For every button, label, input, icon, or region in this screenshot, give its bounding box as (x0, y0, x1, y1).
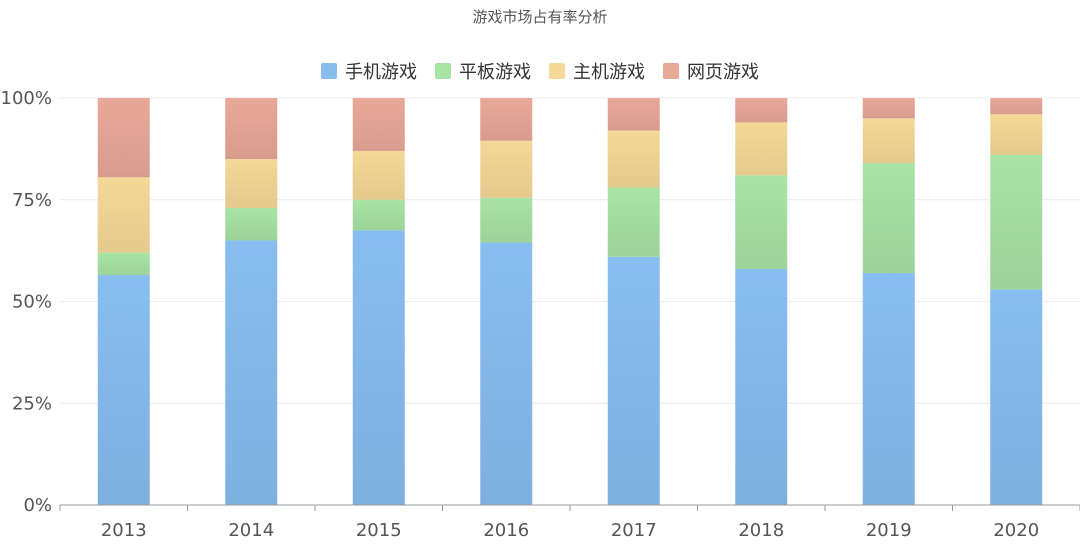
legend-label: 手机游戏 (345, 62, 417, 83)
x-tick-label: 2017 (611, 520, 657, 541)
bar-segment-2013-2 (97, 177, 150, 253)
y-tick-label: 75% (12, 190, 52, 211)
y-tick-label: 25% (12, 393, 52, 414)
legend-label: 平板游戏 (459, 62, 531, 83)
bar-segment-2017-3 (607, 98, 660, 131)
legend-item[interactable]: 主机游戏 (549, 58, 645, 84)
bar-segment-2015-0 (352, 230, 405, 505)
bar-segment-2015-2 (352, 150, 405, 200)
legend-item[interactable]: 平板游戏 (435, 58, 531, 84)
bar-segment-2014-3 (225, 98, 278, 160)
chart-title: 游戏市场占有率分析 (472, 8, 608, 26)
bar-segment-2018-0 (735, 268, 788, 505)
legend-item[interactable]: 网页游戏 (663, 58, 759, 84)
legend-swatch (321, 63, 337, 79)
x-tick-label: 2019 (866, 520, 912, 541)
legend-swatch (663, 63, 679, 79)
bar-segment-2017-1 (607, 187, 660, 257)
legend-label: 网页游戏 (687, 62, 759, 83)
bar-segment-2018-1 (735, 175, 788, 269)
bar-segment-2013-3 (97, 98, 150, 178)
bar-segment-2019-1 (862, 163, 915, 274)
bar-segment-2014-0 (225, 240, 278, 505)
legend-item[interactable]: 手机游戏 (321, 58, 417, 84)
bar-segment-2019-0 (862, 273, 915, 505)
y-tick-label: 0% (23, 495, 52, 516)
bar-segment-2015-1 (352, 199, 405, 231)
bar-segment-2017-0 (607, 256, 660, 505)
x-tick-label: 2014 (228, 520, 274, 541)
x-tick-label: 2020 (993, 520, 1039, 541)
bar-segment-2020-3 (990, 98, 1043, 115)
bar-segment-2016-1 (480, 197, 533, 243)
bar-segment-2020-1 (990, 154, 1043, 290)
x-tick-label: 2016 (483, 520, 529, 541)
bar-segment-2017-2 (607, 130, 660, 188)
bar-segment-2019-3 (862, 98, 915, 119)
x-tick-label: 2015 (356, 520, 402, 541)
y-tick-label: 50% (12, 292, 52, 313)
bar-segment-2016-0 (480, 242, 533, 506)
bar-segment-2014-1 (225, 207, 278, 241)
bar-segment-2014-2 (225, 159, 278, 208)
legend-swatch (549, 63, 565, 79)
x-tick-label: 2018 (738, 520, 784, 541)
bar-segment-2016-3 (480, 98, 533, 141)
bar-segment-2018-3 (735, 98, 788, 123)
legend-swatch (435, 63, 451, 79)
bar-segment-2018-2 (735, 122, 788, 176)
bar-segment-2020-2 (990, 114, 1043, 155)
y-tick-label: 100% (1, 88, 52, 109)
bar-segment-2020-0 (990, 289, 1043, 505)
bar-segment-2016-2 (480, 140, 533, 198)
bar-segment-2013-0 (97, 275, 150, 505)
legend: 手机游戏 平板游戏 主机游戏 网页游戏 (0, 58, 1080, 84)
legend-label: 主机游戏 (573, 62, 645, 83)
x-tick-label: 2013 (101, 520, 147, 541)
bar-segment-2019-2 (862, 118, 915, 164)
bar-segment-2013-1 (97, 252, 150, 276)
bar-segment-2015-3 (352, 98, 405, 151)
